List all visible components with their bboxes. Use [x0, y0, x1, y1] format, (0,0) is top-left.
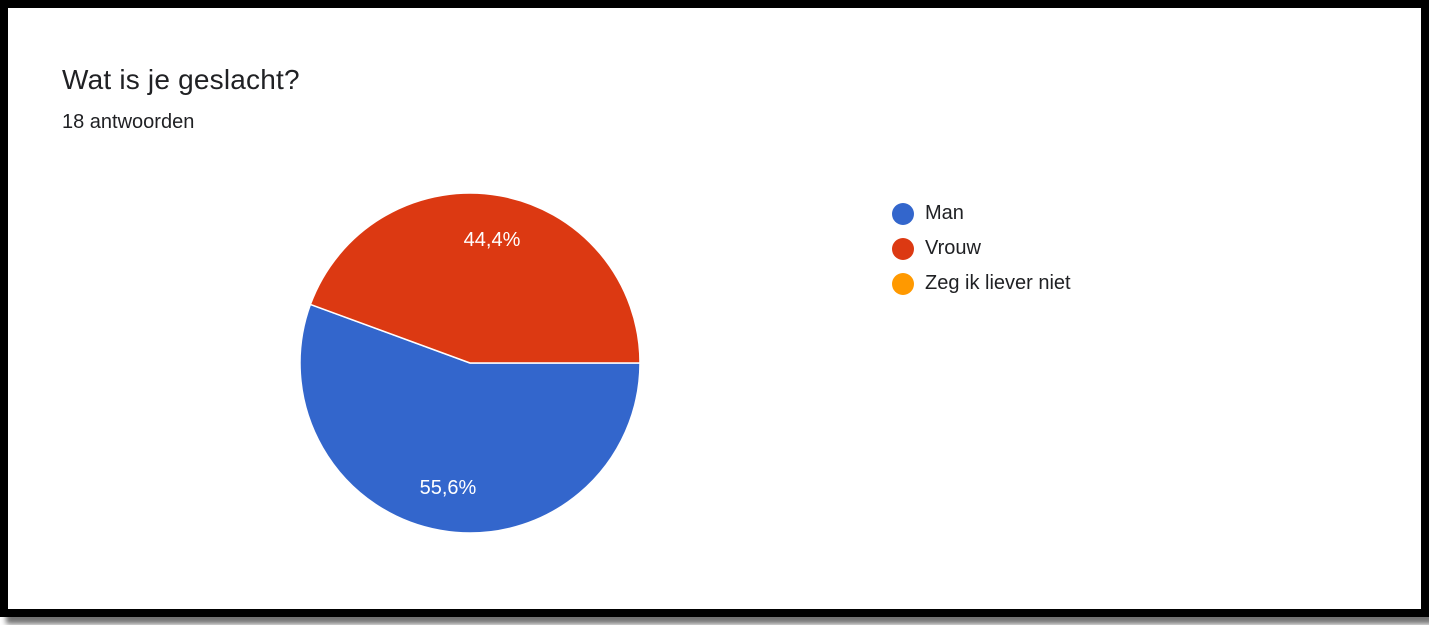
legend-swatch-icon — [892, 202, 914, 225]
pie-labels: 55,6% 44,4% — [420, 229, 521, 499]
slice-label-man: 55,6% — [420, 477, 477, 499]
pie-slice-man[interactable] — [299, 303, 641, 534]
legend-item-man[interactable]: Man — [892, 196, 1071, 231]
slice-label-vrouw: 44,4% — [464, 229, 521, 251]
pie-slice-vrouw[interactable] — [309, 192, 641, 364]
pie-slices — [299, 192, 641, 534]
legend-item-vrouw[interactable]: Vrouw — [892, 231, 1071, 266]
chart-title: Wat is je geslacht? — [62, 64, 300, 95]
legend-label: Vrouw — [925, 237, 981, 259]
response-count: 18 antwoorden — [62, 111, 195, 133]
legend-swatch-icon — [892, 272, 914, 295]
legend-swatch-icon — [892, 237, 914, 260]
legend-label: Zeg ik liever niet — [925, 272, 1071, 294]
legend-item-zeg-ik-liever-niet[interactable]: Zeg ik liever niet — [892, 266, 1071, 301]
chart-legend: Man Vrouw Zeg ik liever niet — [892, 196, 1071, 301]
legend-label: Man — [925, 202, 964, 224]
pie-chart: 55,6% 44,4% — [299, 192, 641, 534]
